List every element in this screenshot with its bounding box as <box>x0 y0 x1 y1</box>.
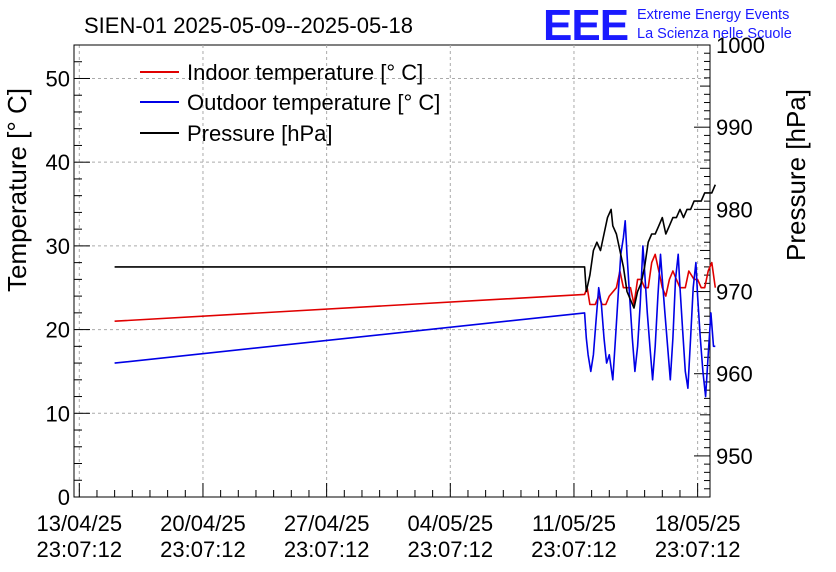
x-tick-date: 27/04/25 <box>284 511 370 536</box>
logo-line1: Extreme Energy Events <box>637 7 789 23</box>
x-tick-time: 23:07:12 <box>36 537 122 562</box>
legend-pressure-label: Pressure [hPa] <box>187 121 333 146</box>
x-tick-date: 13/04/25 <box>36 511 122 536</box>
x-tick-date: 11/05/25 <box>532 511 616 536</box>
x-tick-time: 23:07:12 <box>407 537 493 562</box>
y-tick-label: 10 <box>46 401 70 426</box>
eee-logo: EEE Extreme Energy Events La Scienza nel… <box>543 1 792 50</box>
x-tick-time: 23:07:12 <box>531 537 617 562</box>
y2-tick-label: 960 <box>716 362 753 387</box>
axes: 13/04/2523:07:1220/04/2523:07:1227/04/25… <box>36 33 764 562</box>
y-axis-label: Temperature [° C] <box>2 88 32 292</box>
y2-tick-label: 990 <box>716 115 753 140</box>
logo-line2: La Scienza nelle Scuole <box>637 26 792 42</box>
y2-tick-label: 970 <box>716 280 753 305</box>
logo-mark: EEE <box>543 1 628 50</box>
y2-tick-label: 950 <box>716 444 753 469</box>
chart-title: SIEN-01 2025-05-09--2025-05-18 <box>84 13 413 38</box>
y-tick-label: 40 <box>46 150 70 175</box>
x-tick-time: 23:07:12 <box>284 537 370 562</box>
x-tick-time: 23:07:12 <box>655 537 741 562</box>
y-tick-label: 20 <box>46 318 70 343</box>
legend-indoor-label: Indoor temperature [° C] <box>187 60 423 85</box>
y2-axis-label: Pressure [hPa] <box>781 89 811 261</box>
x-tick-time: 23:07:12 <box>160 537 246 562</box>
legend-outdoor-label: Outdoor temperature [° C] <box>187 90 440 115</box>
series-indoor-line <box>114 253 717 322</box>
y-tick-label: 50 <box>46 66 70 91</box>
plot-frame <box>73 44 711 498</box>
series-pressure-line <box>114 184 717 309</box>
series-outdoor-line <box>114 220 716 398</box>
legend: Indoor temperature [° C] Outdoor tempera… <box>140 60 440 146</box>
y2-tick-label: 1000 <box>716 33 765 58</box>
x-tick-date: 04/05/25 <box>407 511 493 536</box>
x-tick-date: 20/04/25 <box>160 511 246 536</box>
series-layer <box>114 184 717 398</box>
x-tick-date: 18/05/25 <box>655 511 741 536</box>
y-tick-label: 0 <box>58 485 70 510</box>
y2-tick-label: 980 <box>716 197 753 222</box>
y-tick-label: 30 <box>46 234 70 259</box>
